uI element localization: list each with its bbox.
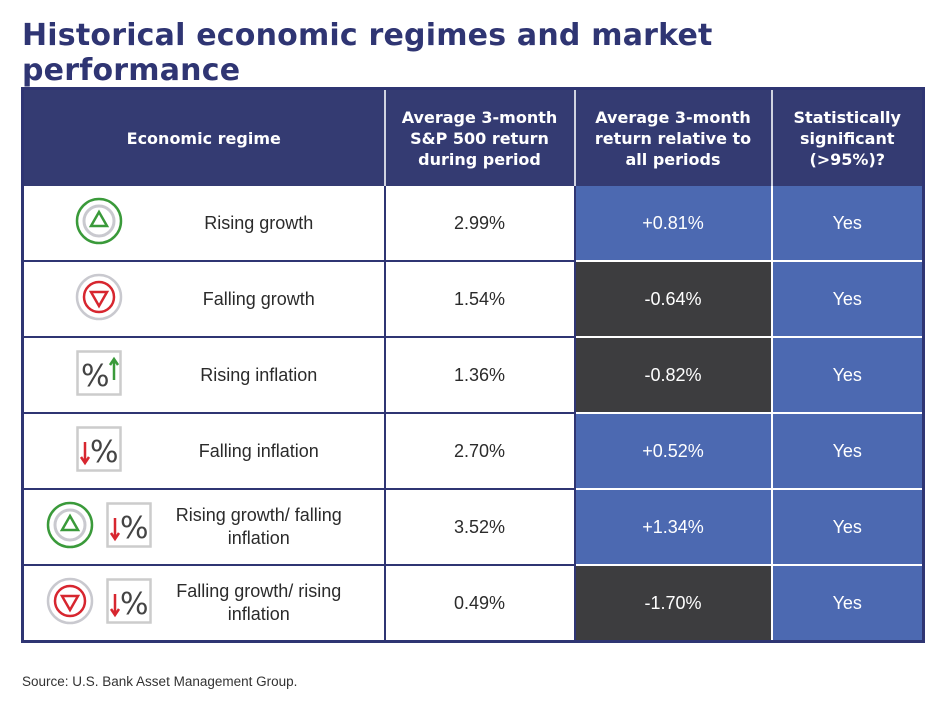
regime-cell: % Rising inflation	[22, 337, 386, 414]
return-cell: 3.52%	[384, 489, 576, 566]
column-header: Average 3-month return relative to all p…	[574, 88, 773, 186]
regime-icons: %	[24, 577, 174, 630]
regime-label: Falling inflation	[198, 440, 319, 461]
rising-growth-icon	[75, 197, 123, 250]
regime-label: Falling growth/ rising inflation	[176, 581, 342, 624]
falling-inflation-icon: %	[106, 501, 152, 553]
significance-cell: Yes	[771, 413, 924, 490]
regime-icons: %	[24, 349, 174, 401]
column-header: Average 3-month S&P 500 return during pe…	[384, 88, 576, 186]
significance-cell: Yes	[771, 261, 924, 338]
return-cell: 2.99%	[384, 186, 576, 262]
svg-text:%: %	[90, 435, 119, 470]
return-cell: 0.49%	[384, 565, 576, 643]
page-title: Historical economic regimes and market p…	[22, 18, 713, 88]
regimes-table: Economic regime Average 3-month S&P 500 …	[21, 87, 925, 643]
relative-return-cell: +1.34%	[574, 489, 773, 566]
rising-growth-icon	[46, 501, 94, 554]
falling-inflation-icon: %	[76, 425, 122, 477]
significance-cell: Yes	[771, 337, 924, 414]
relative-return-cell: -0.64%	[574, 261, 773, 338]
table-row: % Falling inflation 2.70% +0.52% Yes	[22, 413, 924, 490]
header-row: Economic regime Average 3-month S&P 500 …	[22, 88, 924, 186]
regime-cell: % Falling growth/ rising inflation	[22, 565, 386, 643]
falling-growth-icon	[75, 273, 123, 326]
return-cell: 1.54%	[384, 261, 576, 338]
column-header: Economic regime	[22, 88, 386, 186]
regime-cell: % Falling inflation	[22, 413, 386, 490]
table-row: % Rising inflation 1.36% -0.82% Yes	[22, 337, 924, 414]
regime-cell: Falling growth	[22, 261, 386, 338]
table-row: % Rising growth/ falling inflation 3.52% …	[22, 489, 924, 566]
regime-cell: % Rising growth/ falling inflation	[22, 489, 386, 566]
regime-cell: Rising growth	[22, 186, 386, 262]
table-row: Rising growth 2.99% +0.81% Yes	[22, 186, 924, 262]
regime-label: Falling growth	[202, 288, 315, 309]
svg-text:%: %	[120, 511, 149, 546]
falling-inflation-icon: %	[106, 577, 152, 629]
relative-return-cell: +0.81%	[574, 186, 773, 262]
svg-text:%: %	[120, 587, 149, 622]
return-cell: 1.36%	[384, 337, 576, 414]
return-cell: 2.70%	[384, 413, 576, 490]
svg-text:%: %	[81, 359, 110, 394]
rising-inflation-icon: %	[76, 349, 122, 401]
regime-icons	[24, 273, 174, 326]
regime-icons: %	[24, 425, 174, 477]
column-header: Statistically significant (>95%)?	[771, 88, 924, 186]
table-row: Falling growth 1.54% -0.64% Yes	[22, 261, 924, 338]
significance-cell: Yes	[771, 186, 924, 262]
regime-icons: %	[24, 501, 174, 554]
regime-label: Rising growth/ falling inflation	[175, 505, 342, 548]
significance-cell: Yes	[771, 565, 924, 643]
falling-growth-icon	[46, 577, 94, 630]
regime-label: Rising growth	[204, 212, 314, 233]
regime-label: Rising inflation	[200, 364, 318, 385]
relative-return-cell: -0.82%	[574, 337, 773, 414]
significance-cell: Yes	[771, 489, 924, 566]
source-note: Source: U.S. Bank Asset Management Group…	[22, 674, 298, 689]
relative-return-cell: -1.70%	[574, 565, 773, 643]
regime-icons	[24, 197, 174, 250]
table-row: % Falling growth/ rising inflation 0.49% …	[22, 565, 924, 643]
relative-return-cell: +0.52%	[574, 413, 773, 490]
